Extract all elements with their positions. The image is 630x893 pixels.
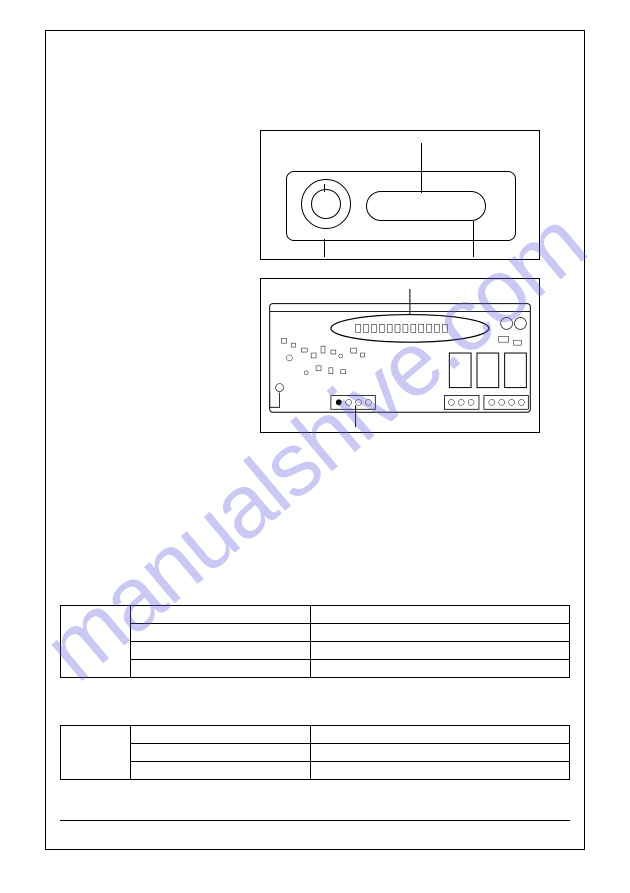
- horizontal-rule: [60, 820, 570, 821]
- pcb-svg: [261, 279, 539, 432]
- table-cell: [310, 624, 570, 642]
- table-cell: [130, 726, 310, 744]
- table-cell: [130, 744, 310, 762]
- device-display: [366, 191, 486, 221]
- table-row: [61, 762, 570, 780]
- figure-pcb-diagram: [260, 278, 540, 433]
- table-cell: [130, 642, 310, 660]
- callout-line-1: [421, 143, 422, 193]
- table-cell: [310, 744, 570, 762]
- table-row: [61, 744, 570, 762]
- table-cell: [130, 606, 310, 624]
- table-cell: [310, 726, 570, 744]
- device-knob-tick: [324, 184, 325, 192]
- table-cell: [310, 762, 570, 780]
- dip-switches: [356, 324, 448, 332]
- table-1: [60, 605, 570, 678]
- table-cell: [61, 726, 131, 780]
- table-2: [60, 725, 570, 780]
- table-cell: [130, 624, 310, 642]
- callout-line-3: [473, 221, 474, 257]
- table-row: [61, 624, 570, 642]
- table-row: [61, 660, 570, 678]
- table-row: [61, 606, 570, 624]
- table-cell: [130, 762, 310, 780]
- table-cell: [310, 642, 570, 660]
- table-cell: [310, 660, 570, 678]
- table-row: [61, 642, 570, 660]
- table-cell: [310, 606, 570, 624]
- callout-line-2: [324, 239, 325, 257]
- table-row: [61, 726, 570, 744]
- device-knob-inner: [311, 189, 341, 219]
- figure-device-diagram: [260, 130, 540, 260]
- table-cell: [61, 606, 131, 678]
- table-cell: [130, 660, 310, 678]
